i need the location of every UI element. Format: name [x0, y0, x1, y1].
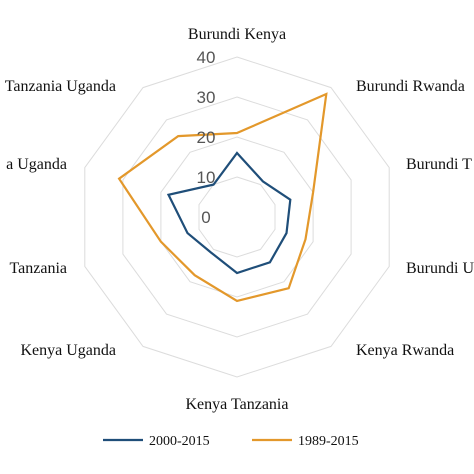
series-line-b [117, 92, 328, 303]
category-label: Kenya Rwanda [356, 342, 454, 359]
legend: 2000-2015 1989-2015 [103, 434, 359, 449]
category-label: Burundi T [406, 156, 472, 173]
tick-label: 20 [197, 128, 216, 147]
series-line-a [166, 151, 292, 275]
category-label: Burundi Kenya [188, 26, 286, 43]
category-label: Tanzania [9, 260, 67, 277]
category-label: Burundi Rwanda [356, 78, 465, 95]
category-label: Tanzania Uganda [5, 78, 116, 95]
radar-grid [84, 56, 390, 378]
legend-label: 2000-2015 [149, 434, 210, 449]
grid-ring-20 [160, 136, 314, 298]
radial-tick-labels: 0 10 20 30 40 [197, 48, 216, 227]
tick-label: 30 [197, 88, 216, 107]
legend-label: 1989-2015 [298, 434, 359, 449]
category-label: Burundi U [406, 260, 474, 277]
category-label: Kenya Tanzania [186, 396, 289, 413]
tick-label: 40 [197, 48, 216, 67]
radar-series-layer [117, 92, 328, 303]
tick-label: 10 [197, 168, 216, 187]
tick-label: 0 [201, 208, 210, 227]
grid-ring-40 [84, 56, 390, 378]
category-label: Kenya Uganda [20, 342, 116, 359]
category-label: a Uganda [6, 156, 67, 173]
category-labels: Burundi Kenya Burundi Rwanda Burundi T Buru… [5, 26, 474, 413]
grid-ring-10 [198, 176, 276, 258]
grid-ring-30 [122, 96, 352, 338]
